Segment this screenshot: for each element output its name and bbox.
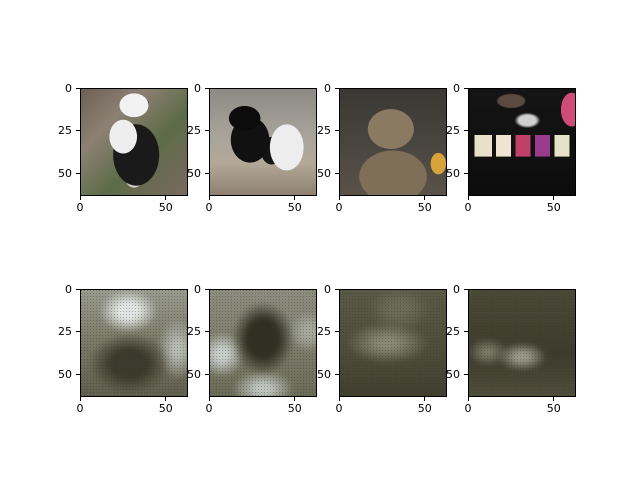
x-tick-label: 50	[287, 201, 302, 214]
x-tick-label: 50	[417, 201, 432, 214]
x-tick-mark	[79, 196, 81, 200]
y-tick-label: 0	[324, 81, 331, 95]
x-tick-label: 0	[335, 402, 343, 415]
image-panel-r1-c3	[339, 88, 447, 196]
x-tick-mark	[208, 397, 210, 401]
image-panel-r1-c4	[468, 88, 576, 196]
y-tick-mark	[335, 173, 339, 175]
y-tick-mark	[335, 87, 339, 89]
x-tick-mark	[424, 196, 426, 200]
y-tick-label: 50	[58, 167, 72, 181]
x-tick-label: 50	[158, 402, 173, 415]
y-tick-label: 0	[65, 282, 72, 296]
y-tick-mark	[464, 374, 468, 376]
y-tick-label: 0	[65, 81, 72, 95]
x-tick-label: 0	[205, 201, 213, 214]
x-tick-mark	[294, 196, 296, 200]
reconstructed-image	[209, 289, 317, 397]
x-tick-label: 50	[158, 201, 173, 214]
y-tick-mark	[335, 288, 339, 290]
y-tick-label: 0	[453, 81, 460, 95]
x-tick-label: 50	[546, 402, 561, 415]
image-panel-r2-c2	[209, 289, 317, 397]
x-tick-label: 0	[335, 201, 343, 214]
y-tick-label: 50	[446, 167, 460, 181]
x-tick-mark	[338, 397, 340, 401]
y-tick-label: 25	[317, 124, 331, 138]
y-tick-mark	[335, 331, 339, 333]
x-tick-mark	[294, 397, 296, 401]
x-tick-mark	[467, 196, 469, 200]
x-tick-label: 0	[76, 402, 84, 415]
y-tick-mark	[76, 331, 80, 333]
y-tick-mark	[76, 288, 80, 290]
x-tick-label: 0	[76, 201, 84, 214]
y-tick-label: 25	[58, 124, 72, 138]
y-tick-mark	[464, 87, 468, 89]
x-tick-mark	[165, 196, 167, 200]
y-tick-mark	[464, 288, 468, 290]
y-tick-label: 50	[446, 368, 460, 382]
y-tick-mark	[335, 130, 339, 132]
y-tick-mark	[76, 374, 80, 376]
y-tick-mark	[464, 130, 468, 132]
input-image	[339, 88, 447, 196]
x-tick-mark	[424, 397, 426, 401]
input-image	[209, 88, 317, 196]
y-tick-label: 0	[194, 282, 201, 296]
reconstructed-image	[339, 289, 447, 397]
y-tick-mark	[205, 374, 209, 376]
x-tick-label: 0	[205, 402, 213, 415]
input-image	[80, 88, 188, 196]
x-tick-mark	[338, 196, 340, 200]
y-tick-label: 25	[317, 325, 331, 339]
y-tick-label: 50	[58, 368, 72, 382]
x-tick-mark	[165, 397, 167, 401]
y-tick-mark	[335, 374, 339, 376]
y-tick-mark	[464, 331, 468, 333]
y-tick-mark	[205, 331, 209, 333]
y-tick-label: 50	[317, 167, 331, 181]
y-tick-label: 25	[187, 325, 201, 339]
y-tick-mark	[76, 130, 80, 132]
y-tick-label: 50	[187, 368, 201, 382]
x-tick-label: 50	[417, 402, 432, 415]
image-panel-r2-c1	[80, 289, 188, 397]
y-tick-mark	[76, 173, 80, 175]
y-tick-label: 0	[194, 81, 201, 95]
y-tick-mark	[205, 173, 209, 175]
x-tick-label: 50	[287, 402, 302, 415]
x-tick-label: 0	[464, 201, 472, 214]
x-tick-label: 0	[464, 402, 472, 415]
x-tick-mark	[553, 397, 555, 401]
y-tick-label: 25	[446, 124, 460, 138]
x-tick-label: 50	[546, 201, 561, 214]
x-tick-mark	[553, 196, 555, 200]
y-tick-mark	[205, 288, 209, 290]
y-tick-label: 25	[58, 325, 72, 339]
y-tick-mark	[464, 173, 468, 175]
image-panel-r1-c2	[209, 88, 317, 196]
y-tick-mark	[205, 87, 209, 89]
image-panel-r2-c3	[339, 289, 447, 397]
y-tick-mark	[76, 87, 80, 89]
y-tick-label: 0	[324, 282, 331, 296]
reconstructed-image	[80, 289, 188, 397]
image-panel-r1-c1	[80, 88, 188, 196]
y-tick-mark	[205, 130, 209, 132]
reconstructed-image	[468, 289, 576, 397]
y-tick-label: 50	[187, 167, 201, 181]
y-tick-label: 0	[453, 282, 460, 296]
x-tick-mark	[79, 397, 81, 401]
x-tick-mark	[467, 397, 469, 401]
y-tick-label: 50	[317, 368, 331, 382]
x-tick-mark	[208, 196, 210, 200]
image-panel-r2-c4	[468, 289, 576, 397]
y-tick-label: 25	[446, 325, 460, 339]
y-tick-label: 25	[187, 124, 201, 138]
input-image	[468, 88, 576, 196]
